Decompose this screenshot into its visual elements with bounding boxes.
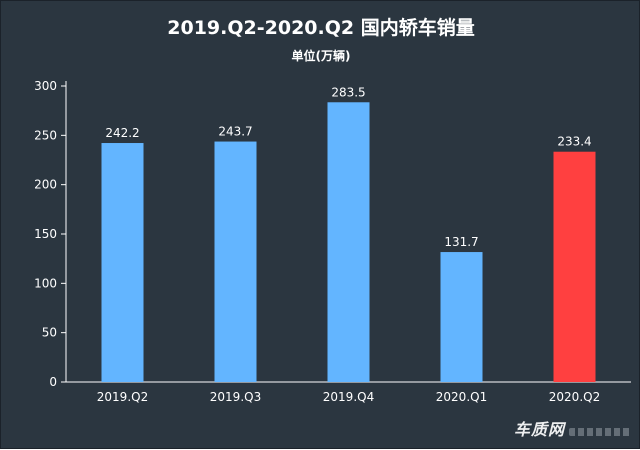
x-tick-label: 2019.Q3 <box>210 390 261 404</box>
x-tick-label: 2020.Q2 <box>549 390 600 404</box>
y-tick-label: 150 <box>34 227 57 241</box>
data-label: 283.5 <box>331 85 365 99</box>
bar <box>214 141 257 382</box>
y-tick-label: 250 <box>34 128 57 142</box>
data-label: 243.7 <box>218 125 252 139</box>
bar <box>327 102 370 382</box>
x-tick-label: 2019.Q4 <box>323 390 374 404</box>
chart-title: 2019.Q2-2020.Q2 国内轿车销量 <box>167 17 475 39</box>
y-tick-label: 50 <box>42 326 57 340</box>
chart-subtitle: 单位(万辆) <box>291 49 351 63</box>
data-label: 131.7 <box>444 235 478 249</box>
bar <box>553 151 596 382</box>
data-label: 233.4 <box>557 135 591 149</box>
x-axis: 2019.Q2 2019.Q3 2019.Q4 2020.Q1 2020.Q2 <box>66 381 631 404</box>
y-tick-label: 200 <box>34 178 57 192</box>
bar <box>101 143 144 382</box>
y-tick-label: 0 <box>49 375 57 389</box>
y-tick-label: 300 <box>34 79 57 93</box>
bars <box>101 102 596 382</box>
x-tick-label: 2020.Q1 <box>436 390 487 404</box>
data-label: 242.2 <box>105 126 139 140</box>
bar <box>440 252 483 382</box>
data-labels: 242.2 243.7 283.5 131.7 233.4 <box>105 85 591 249</box>
watermark-decoration <box>569 428 631 436</box>
x-tick-label: 2019.Q2 <box>97 390 148 404</box>
watermark-logo: 车质网 <box>513 420 565 439</box>
y-tick-label: 100 <box>34 276 57 290</box>
y-axis: 0 50 100 150 200 250 300 <box>34 79 67 389</box>
